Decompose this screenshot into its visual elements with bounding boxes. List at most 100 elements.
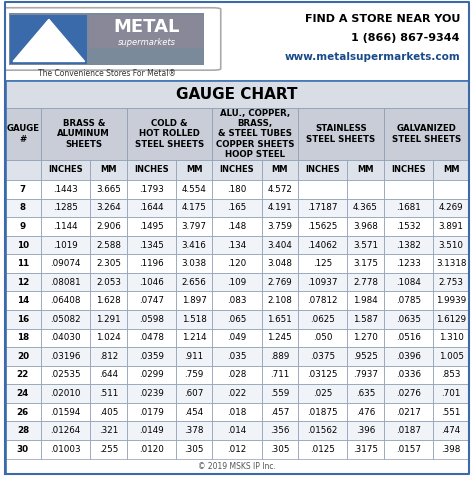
Text: The Convenience Stores For Metal®: The Convenience Stores For Metal® — [38, 69, 176, 77]
Bar — [5, 180, 41, 198]
Text: .0149: .0149 — [139, 426, 164, 435]
Text: .028: .028 — [228, 370, 246, 379]
Text: .476: .476 — [356, 408, 375, 417]
Bar — [347, 160, 383, 180]
Text: 1.005: 1.005 — [438, 352, 464, 361]
Bar — [347, 217, 383, 236]
Bar — [127, 422, 176, 440]
Bar — [176, 198, 212, 217]
Text: .255: .255 — [99, 445, 118, 454]
Text: 2.108: 2.108 — [267, 296, 292, 305]
Text: 1.310: 1.310 — [439, 333, 464, 342]
Bar — [298, 422, 347, 440]
Bar — [262, 180, 298, 198]
Bar — [212, 236, 262, 254]
Text: .050: .050 — [313, 333, 332, 342]
Bar — [383, 384, 433, 403]
Bar — [127, 329, 176, 347]
Text: 1.024: 1.024 — [96, 333, 121, 342]
Text: .474: .474 — [441, 426, 461, 435]
Text: .3175: .3175 — [353, 445, 378, 454]
Bar — [176, 422, 212, 440]
Text: .9525: .9525 — [353, 352, 378, 361]
Text: .01264: .01264 — [51, 426, 81, 435]
Text: 1.9939: 1.9939 — [436, 296, 466, 305]
Text: 8: 8 — [20, 203, 26, 212]
Bar — [347, 254, 383, 273]
Text: .1196: .1196 — [139, 259, 164, 268]
Text: .1345: .1345 — [139, 241, 164, 250]
Bar — [41, 273, 91, 291]
Bar — [127, 198, 176, 217]
Text: 4.175: 4.175 — [182, 203, 207, 212]
Bar — [433, 180, 469, 198]
Text: .0516: .0516 — [396, 333, 421, 342]
Bar — [127, 403, 176, 422]
Text: .911: .911 — [184, 352, 204, 361]
Text: 3.048: 3.048 — [267, 259, 292, 268]
Text: .559: .559 — [270, 389, 290, 398]
Text: 24: 24 — [17, 389, 29, 398]
Text: 3.038: 3.038 — [182, 259, 207, 268]
Bar — [433, 347, 469, 366]
Bar — [212, 217, 262, 236]
Text: 1.518: 1.518 — [182, 315, 207, 324]
Text: 1.6129: 1.6129 — [436, 315, 466, 324]
Text: 3.404: 3.404 — [267, 241, 292, 250]
Bar — [91, 366, 127, 384]
Bar — [5, 291, 41, 310]
Bar — [298, 440, 347, 458]
Bar — [262, 310, 298, 329]
Bar — [41, 440, 91, 458]
Text: .551: .551 — [441, 408, 461, 417]
Text: 4.365: 4.365 — [353, 203, 378, 212]
Bar — [176, 310, 212, 329]
Text: 30: 30 — [17, 445, 29, 454]
Text: .1681: .1681 — [396, 203, 421, 212]
Text: 4.572: 4.572 — [267, 185, 292, 194]
Bar — [212, 273, 262, 291]
Bar — [41, 310, 91, 329]
Bar — [433, 422, 469, 440]
Text: .134: .134 — [228, 241, 246, 250]
Text: 14: 14 — [17, 296, 29, 305]
Bar — [383, 236, 433, 254]
Text: .07812: .07812 — [308, 296, 338, 305]
Bar — [347, 180, 383, 198]
Text: .065: .065 — [228, 315, 246, 324]
Text: 2.656: 2.656 — [182, 278, 207, 287]
Bar — [91, 422, 127, 440]
Text: .0239: .0239 — [139, 389, 164, 398]
Bar — [262, 366, 298, 384]
Text: .701: .701 — [441, 389, 461, 398]
Bar — [176, 217, 212, 236]
Bar — [383, 422, 433, 440]
Text: .0598: .0598 — [139, 315, 164, 324]
Bar — [433, 291, 469, 310]
Bar — [91, 273, 127, 291]
Bar — [262, 160, 298, 180]
Bar — [262, 198, 298, 217]
Text: .03196: .03196 — [51, 352, 81, 361]
Text: 1.587: 1.587 — [353, 315, 378, 324]
Bar — [176, 329, 212, 347]
Text: .0276: .0276 — [396, 389, 421, 398]
Text: 3.264: 3.264 — [96, 203, 121, 212]
Text: INCHES: INCHES — [305, 166, 340, 174]
Text: 11: 11 — [17, 259, 29, 268]
Text: .04030: .04030 — [50, 333, 81, 342]
Text: 1 (866) 867-9344: 1 (866) 867-9344 — [351, 33, 460, 43]
Text: 3.510: 3.510 — [438, 241, 464, 250]
Bar — [91, 236, 127, 254]
Text: 2.769: 2.769 — [267, 278, 292, 287]
Text: .889: .889 — [270, 352, 290, 361]
Text: .1019: .1019 — [53, 241, 78, 250]
Text: 16: 16 — [17, 315, 29, 324]
Text: .0478: .0478 — [139, 333, 164, 342]
Bar — [433, 273, 469, 291]
Bar — [433, 198, 469, 217]
Bar — [383, 403, 433, 422]
Text: .125: .125 — [313, 259, 332, 268]
Text: 2.906: 2.906 — [96, 222, 121, 231]
Bar — [212, 160, 262, 180]
